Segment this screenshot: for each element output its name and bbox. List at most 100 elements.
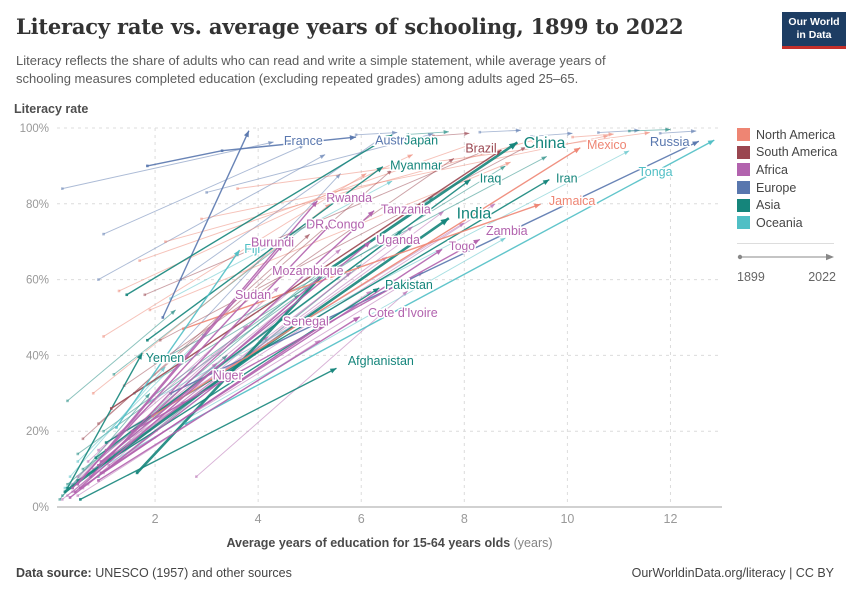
trajectory-brazil[interactable]: [110, 149, 502, 410]
arrowhead-unlabeled: [520, 146, 527, 152]
country-label-zambia[interactable]: Zambia: [484, 222, 529, 239]
data-point: [164, 240, 167, 243]
data-point: [63, 486, 67, 490]
y-tick-label: 80%: [26, 199, 49, 211]
trajectory-niger[interactable]: [69, 371, 233, 499]
trajectory-unlabeled: [139, 142, 475, 262]
country-label-afghanistan[interactable]: Afghanistan: [346, 352, 415, 369]
country-label-france[interactable]: France: [282, 133, 324, 150]
data-point: [81, 467, 85, 471]
owid-logo[interactable]: Our World in Data: [782, 12, 846, 49]
country-label-mexico[interactable]: Mexico: [585, 136, 628, 153]
arrowhead-france: [243, 130, 249, 138]
data-source-text: UNESCO (1957) and other sources: [91, 566, 292, 580]
trajectory-myanmar[interactable]: [146, 166, 384, 341]
data-point: [91, 467, 95, 471]
country-label-jamaica[interactable]: Jamaica: [547, 193, 597, 210]
credit-link[interactable]: OurWorldinData.org/literacy | CC BY: [631, 566, 834, 580]
trajectory-rwanda[interactable]: [105, 200, 318, 451]
country-label-fiji[interactable]: Fiji: [243, 240, 262, 257]
trajectory-unlabeled: [237, 132, 650, 190]
legend-rows: North America South America Africa Europe As…: [737, 126, 842, 232]
data-point: [195, 475, 198, 478]
country-label-india[interactable]: India: [455, 204, 493, 224]
trajectory-yemen[interactable]: [66, 352, 143, 489]
legend-item-sa[interactable]: South America: [737, 144, 842, 162]
trajectory-france[interactable]: [162, 130, 250, 318]
arrowhead-unlabeled: [170, 309, 176, 315]
trajectory-tanzania[interactable]: [97, 210, 375, 466]
trajectory-fiji[interactable]: [115, 249, 241, 428]
trajectory-japan[interactable]: [126, 134, 393, 296]
y-axis-title: Literacy rate: [14, 102, 89, 116]
legend-item-eu[interactable]: Europe: [737, 179, 842, 197]
country-label-rwanda[interactable]: Rwanda: [325, 189, 374, 206]
y-tick-label: 20%: [26, 426, 49, 438]
data-point: [76, 479, 80, 482]
trajectory-sudan[interactable]: [72, 291, 255, 489]
country-label-tonga[interactable]: Tonga: [637, 163, 674, 180]
arrowhead-unlabeled: [160, 366, 166, 373]
country-label-uganda[interactable]: Uganda: [375, 232, 422, 249]
trajectory-unlabeled: [201, 135, 609, 220]
data-point: [97, 448, 100, 452]
trajectory-afghanistan[interactable]: [80, 367, 337, 501]
country-label-tanzania[interactable]: Tanzania: [379, 201, 432, 218]
trajectory-jamaica[interactable]: [183, 203, 541, 330]
trajectory-senegal[interactable]: [79, 323, 325, 489]
data-point: [97, 479, 100, 482]
country-label-niger[interactable]: Niger: [211, 367, 244, 384]
trajectory-unlabeled: [82, 233, 311, 440]
country-label-yemen[interactable]: Yemen: [144, 349, 186, 366]
country-label-senegal[interactable]: Senegal: [281, 313, 330, 330]
trajectory-unlabeled: [67, 309, 177, 402]
country-label-myanmar[interactable]: Myanmar: [389, 157, 444, 174]
arrowhead-unlabeled: [603, 134, 609, 139]
legend-label-as: Asia: [756, 198, 781, 213]
trajectory-mozambique[interactable]: [74, 266, 332, 493]
data-point: [68, 475, 72, 478]
trajectory-burundi[interactable]: [77, 244, 284, 485]
trajectory-dr-congo[interactable]: [90, 223, 332, 478]
country-label-mozambique[interactable]: Mozambique: [271, 262, 346, 279]
page-title: Literacy rate vs. average years of schoo…: [16, 14, 684, 39]
arrowhead-jamaica: [533, 203, 541, 209]
data-point: [148, 308, 152, 312]
data-point: [97, 422, 100, 425]
arrowhead-mozambique: [324, 267, 332, 274]
country-label-iraq[interactable]: Iraq: [478, 170, 503, 187]
country-label-japan[interactable]: Japan: [403, 132, 440, 149]
owid-logo-line2: in Data: [796, 29, 832, 41]
legend-item-oc[interactable]: Oceania: [737, 214, 842, 232]
arrowhead-unlabeled: [298, 145, 305, 150]
country-label-burundi[interactable]: Burundi: [249, 234, 295, 251]
trajectory-mexico[interactable]: [152, 147, 581, 417]
trajectory-tonga[interactable]: [185, 139, 715, 425]
country-label-russia[interactable]: Russia: [648, 133, 692, 151]
trajectory-zambia[interactable]: [131, 238, 481, 432]
country-label-cote-d-ivoire[interactable]: Cote d'Ivoire: [366, 304, 439, 321]
arrowhead-unlabeled: [314, 272, 321, 278]
trajectory-pakistan[interactable]: [77, 287, 380, 482]
legend-item-af[interactable]: Africa: [737, 161, 842, 179]
legend-label-af: Africa: [756, 162, 788, 177]
country-label-dr-congo[interactable]: DR Congo: [305, 216, 366, 233]
country-label-brazil[interactable]: Brazil: [464, 140, 498, 157]
country-label-iran[interactable]: Iran: [555, 170, 580, 187]
country-label-pakistan[interactable]: Pakistan: [383, 276, 434, 293]
arrowhead-unlabeled: [407, 226, 413, 232]
data-point: [478, 130, 482, 134]
country-label-china[interactable]: China: [522, 133, 567, 153]
arrowhead-unlabeled: [324, 203, 331, 209]
data-point: [146, 164, 149, 168]
country-label-sudan[interactable]: Sudan: [233, 287, 272, 304]
arrowhead-unlabeled: [479, 150, 485, 155]
data-point: [102, 429, 105, 433]
data-point: [71, 482, 74, 486]
legend-item-as[interactable]: Asia: [737, 196, 842, 214]
legend-item-na[interactable]: North America: [737, 126, 842, 144]
country-label-togo[interactable]: Togo: [447, 237, 476, 254]
country-label-austria[interactable]: Austria: [374, 132, 416, 149]
trajectory-cote-d-ivoire[interactable]: [98, 316, 361, 482]
arrowhead-unlabeled: [273, 287, 279, 293]
